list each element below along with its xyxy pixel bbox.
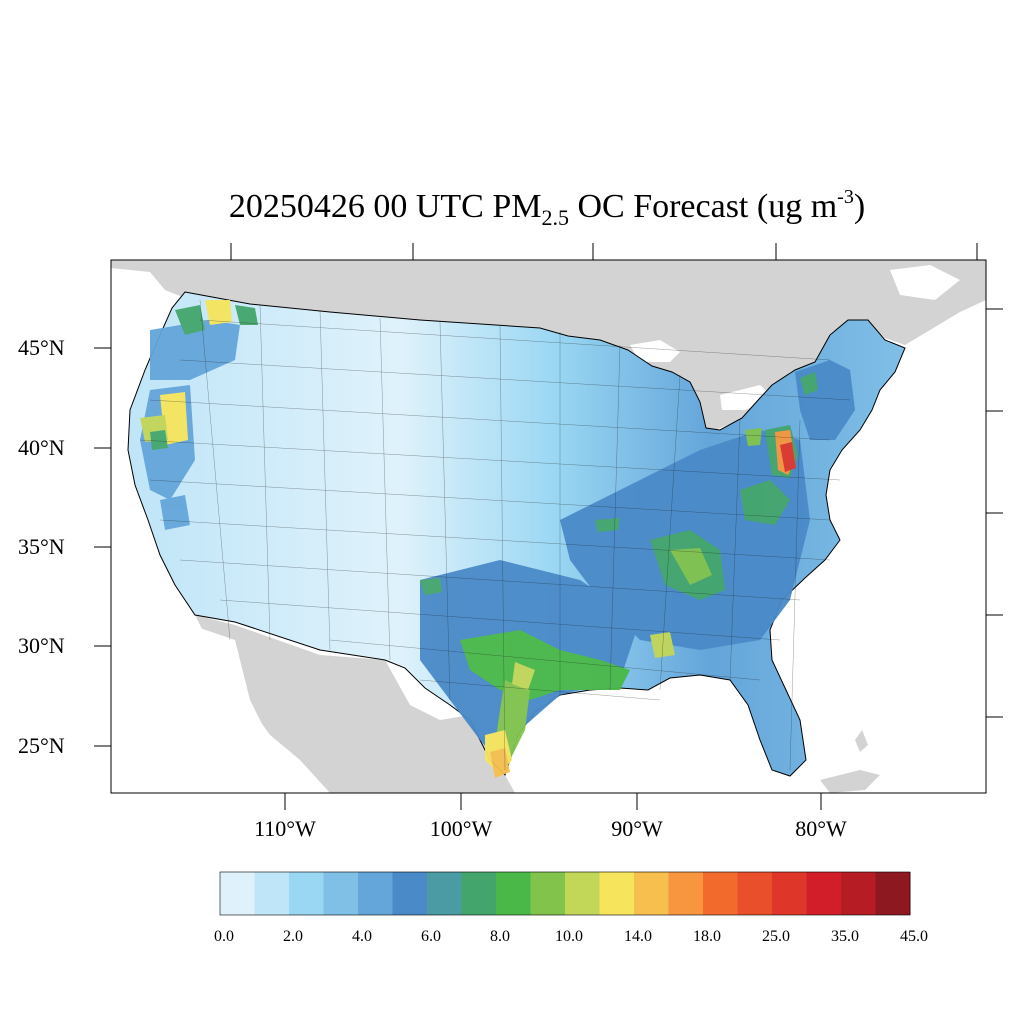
lat-label-30: 30°N	[18, 633, 65, 658]
colorbar-swatch	[668, 872, 704, 915]
concentration-overlays	[140, 300, 855, 778]
lat-label-45: 45°N	[18, 335, 65, 360]
colorbar-swatch	[289, 872, 324, 915]
colorbar-swatch	[427, 872, 462, 915]
colorbar-swatch	[875, 872, 911, 915]
colorbar-tick-label: 2.0	[283, 928, 303, 945]
colorbar-swatch	[461, 872, 497, 915]
colorbar-swatch	[806, 872, 842, 915]
colorbar-tick-label: 18.0	[693, 928, 721, 945]
colorbar-swatch	[703, 872, 738, 915]
colorbar-swatch	[254, 872, 290, 915]
colorbar-swatch	[599, 872, 635, 915]
title-prefix: 20250426 00 UTC PM	[228, 188, 542, 225]
colorbar-tick-label: 4.0	[352, 928, 372, 945]
conus-land	[127, 291, 906, 777]
lake-ontario	[720, 385, 775, 410]
title-middle: OC Forecast (ug m	[568, 188, 838, 225]
colorbar-tick-label: 14.0	[624, 928, 652, 945]
lat-label-40: 40°N	[18, 435, 65, 460]
colorbar-swatch	[565, 872, 600, 915]
title-suffix: )	[853, 188, 866, 225]
colorbar-swatch	[220, 872, 255, 915]
lon-label-110: 110°W	[254, 816, 316, 841]
lat-label-35: 35°N	[18, 534, 65, 559]
colorbar-swatch	[496, 872, 531, 915]
colorbar-tick-label: 25.0	[762, 928, 790, 945]
colorbar-tick-label: 10.0	[555, 928, 583, 945]
colorbar-tick-label: 0.0	[214, 928, 234, 945]
colorbar-swatch	[323, 872, 359, 915]
bahamas-land	[855, 730, 868, 752]
colorbar-swatch	[358, 872, 393, 915]
lat-label-25: 25°N	[18, 733, 65, 758]
colorbar	[220, 872, 911, 915]
colorbar-swatch	[772, 872, 807, 915]
colorbar-swatch	[841, 872, 876, 915]
bottom-ticks	[284, 793, 822, 810]
colorbar-tick-label: 8.0	[490, 928, 510, 945]
colorbar-tick-label: 6.0	[421, 928, 441, 945]
colorbar-swatch	[392, 872, 428, 915]
title-subscript: 2.5	[541, 205, 569, 230]
lon-label-80: 80°W	[795, 816, 847, 841]
plot-frame	[110, 259, 987, 794]
gulf-stlawrence	[890, 265, 960, 300]
map-title: 20250426 00 UTC PM2.5 OC Forecast (ug m-…	[0, 186, 1024, 231]
left-ticks	[94, 347, 111, 747]
right-ticks	[986, 308, 1003, 718]
colorbar-tick-label: 45.0	[900, 928, 928, 945]
colorbar-tick-label: 35.0	[831, 928, 859, 945]
lon-label-100: 100°W	[429, 816, 493, 841]
mexico-land	[195, 615, 515, 793]
colorbar-frame	[219, 871, 911, 916]
lon-label-90: 90°W	[611, 816, 663, 841]
lake-superior	[630, 340, 680, 362]
gulf-of-california	[200, 628, 270, 760]
cuba-land	[820, 770, 880, 793]
canada-land	[111, 260, 986, 430]
top-ticks	[230, 243, 978, 260]
colorbar-swatch	[530, 872, 566, 915]
county-boundaries	[139, 299, 851, 771]
colorbar-swatch	[737, 872, 773, 915]
title-superscript: -3	[837, 186, 854, 208]
colorbar-swatch	[634, 872, 669, 915]
